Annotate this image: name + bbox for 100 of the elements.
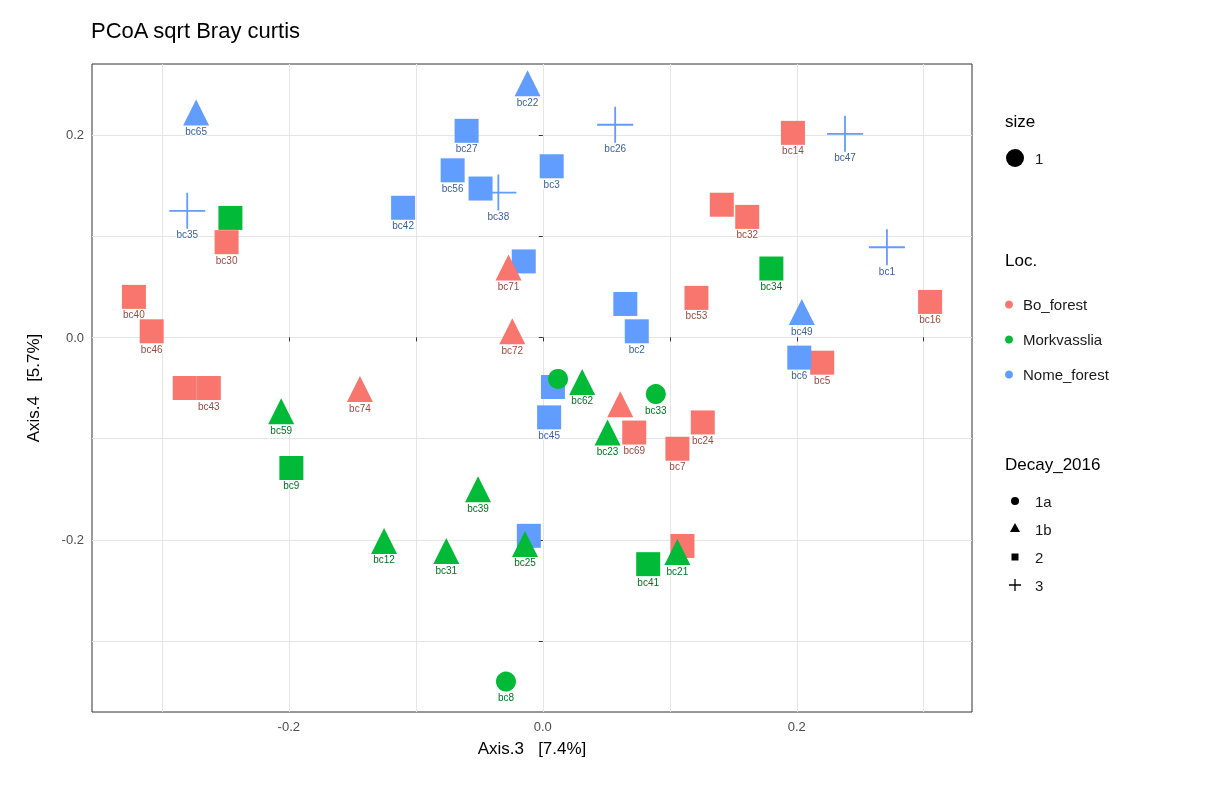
- y-tick-label: -0.2: [61, 532, 84, 548]
- point: [827, 115, 864, 152]
- data-label: bc8: [497, 692, 515, 704]
- point: [279, 455, 304, 480]
- data-label: bc38: [487, 211, 510, 223]
- data-label: bc30: [215, 254, 238, 266]
- point: [537, 405, 562, 430]
- point: [636, 552, 661, 577]
- data-label: bc33: [644, 404, 668, 416]
- point: [684, 285, 709, 310]
- data-label: bc9: [283, 480, 300, 492]
- data-label: bc23: [596, 446, 619, 458]
- data-label: bc31: [435, 564, 458, 576]
- point: [810, 350, 835, 375]
- legend-title: Loc.: [1005, 251, 1038, 270]
- data-label: bc62: [571, 395, 594, 407]
- text: 1a: [1035, 492, 1052, 510]
- y-tick-label: 0.0: [65, 329, 84, 345]
- data-label: bc59: [270, 424, 293, 436]
- text: Decay_2016: [1005, 455, 1101, 475]
- legend-label: Bo_forest: [1023, 296, 1089, 313]
- point: [454, 118, 479, 143]
- data-label: bc12: [373, 554, 396, 566]
- point: [183, 99, 210, 126]
- data-label: bc69: [623, 445, 646, 457]
- data-label: bc74: [349, 402, 372, 414]
- chart-title: PCoA sqrt Bray curtis: [91, 17, 301, 43]
- data-label: bc43: [197, 400, 221, 412]
- data-label: bc26: [604, 143, 627, 155]
- point: [391, 195, 416, 220]
- point: [665, 436, 690, 461]
- data-label: bc21: [666, 565, 689, 577]
- point: [121, 284, 146, 309]
- data-label: bc56: [441, 182, 464, 194]
- legend-label: Morkvasslia: [1023, 331, 1103, 348]
- point: [346, 376, 373, 403]
- point: [218, 205, 243, 230]
- point: [613, 291, 638, 316]
- data-label: bc25: [514, 557, 537, 569]
- data-label: bc65: [185, 126, 208, 138]
- data-label: bc7: [669, 461, 686, 473]
- data-label: bc46: [140, 343, 163, 355]
- data-label: bc34: [760, 281, 783, 293]
- point: [495, 254, 522, 281]
- point: [597, 106, 634, 143]
- data-label: bc16: [919, 314, 942, 326]
- point: [371, 527, 398, 554]
- point: [214, 230, 239, 255]
- point: [759, 256, 784, 281]
- point: [607, 391, 634, 418]
- data-label: bc42: [392, 220, 415, 232]
- y-axis-title: Axis.4 [5.7%]: [24, 333, 43, 443]
- point: [645, 384, 666, 405]
- point: [514, 70, 541, 97]
- data-label: bc22: [516, 96, 539, 108]
- point: [468, 176, 493, 201]
- point: [465, 476, 492, 503]
- point: [433, 538, 460, 565]
- point: [548, 368, 569, 389]
- point: [539, 154, 564, 179]
- data-label: bc41: [637, 576, 660, 588]
- point: [622, 420, 647, 445]
- x-tick-label: 0.2: [787, 719, 806, 734]
- point: [788, 299, 815, 326]
- x-tick-label: -0.2: [277, 719, 301, 734]
- point: [780, 120, 805, 145]
- point: [169, 192, 206, 229]
- data-label: bc35: [176, 229, 199, 241]
- point: [268, 398, 295, 425]
- data-label: bc40: [123, 309, 146, 321]
- point: [196, 376, 221, 400]
- data-label: bc72: [501, 344, 524, 356]
- point: [664, 539, 691, 566]
- point: [735, 204, 760, 229]
- y-tick-label: 0.2: [65, 127, 84, 143]
- text: 3: [1035, 576, 1044, 594]
- point: [495, 671, 516, 692]
- point: [511, 249, 536, 274]
- point: [709, 192, 734, 217]
- point: [624, 319, 649, 344]
- text: 1b: [1035, 520, 1052, 538]
- point: [172, 376, 197, 400]
- data-label: bc32: [736, 229, 759, 241]
- point: [787, 345, 812, 370]
- point: [594, 419, 621, 446]
- legend-label: Nome_forest: [1023, 366, 1110, 383]
- text: 1: [1035, 149, 1044, 167]
- text: size: [1005, 112, 1037, 132]
- data-label: bc6: [791, 370, 808, 382]
- data-label: bc5: [814, 375, 831, 387]
- data-label: bc47: [834, 152, 857, 164]
- data-label: bc14: [782, 145, 805, 157]
- point: [499, 318, 526, 345]
- data-label: bc3: [543, 178, 561, 190]
- data-label: bc71: [497, 281, 520, 293]
- point: [918, 289, 943, 314]
- data-label: bc27: [455, 143, 478, 155]
- data-label: bc24: [691, 434, 715, 446]
- point: [690, 410, 715, 435]
- point: [440, 158, 465, 183]
